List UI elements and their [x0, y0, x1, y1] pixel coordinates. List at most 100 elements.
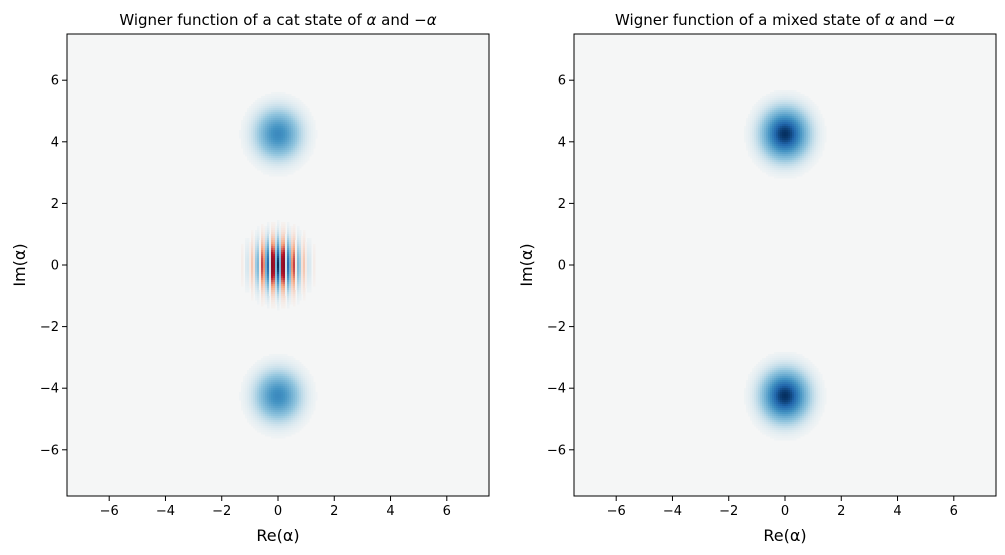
heatmap-cell: [295, 122, 298, 125]
heatmap-cell: [303, 130, 306, 133]
heatmap-cell: [265, 296, 268, 299]
heatmap-cell: [251, 240, 254, 243]
heatmap-cell: [267, 120, 270, 123]
heatmap-cell: [275, 146, 278, 149]
heatmap-cell: [808, 122, 811, 125]
heatmap-cell: [273, 100, 276, 103]
heatmap-cell: [293, 106, 296, 109]
heatmap-cell: [255, 412, 258, 415]
heatmap-cell: [251, 282, 254, 285]
heatmap-cell: [259, 156, 262, 159]
heatmap-cell: [257, 278, 260, 281]
heatmap-cell: [289, 292, 292, 295]
heatmap-cell: [263, 102, 266, 105]
heatmap-cell: [265, 270, 268, 273]
heatmap-cell: [249, 412, 252, 415]
heatmap-cell: [255, 264, 258, 267]
heatmap-cell: [253, 396, 256, 399]
heatmap-cell: [285, 294, 288, 297]
heatmap-cell: [295, 272, 298, 275]
heatmap-cell: [313, 252, 316, 255]
heatmap-cell: [245, 290, 248, 293]
heatmap-cell: [283, 374, 286, 377]
heatmap-cell: [261, 262, 264, 265]
heatmap-cell: [283, 128, 286, 131]
heatmap-cell: [261, 422, 264, 425]
heatmap-cell: [273, 376, 276, 379]
heatmap-cell: [257, 154, 260, 157]
heatmap-cell: [297, 370, 300, 373]
heatmap-cell: [261, 386, 264, 389]
heatmap-cell: [788, 132, 791, 135]
heatmap-cell: [756, 156, 759, 159]
heatmap-cell: [305, 392, 308, 395]
heatmap-cell: [297, 232, 300, 235]
heatmap-cell: [796, 122, 799, 125]
heatmap-cell: [311, 392, 314, 395]
heatmap-cell: [273, 236, 276, 239]
heatmap-cell: [301, 144, 304, 147]
heatmap-cell: [307, 386, 310, 389]
heatmap-cell: [283, 294, 286, 297]
heatmap-cell: [289, 242, 292, 245]
heatmap-cell: [283, 146, 286, 149]
heatmap-cell: [255, 424, 258, 427]
heatmap-cell: [243, 124, 246, 127]
heatmap-cell: [275, 390, 278, 393]
heatmap-cell: [295, 416, 298, 419]
heatmap-cell: [311, 384, 314, 387]
heatmap-cell: [289, 378, 292, 381]
heatmap-cell: [301, 242, 304, 245]
heatmap-cell: [810, 102, 813, 105]
heatmap-cell: [277, 222, 280, 225]
heatmap-cell: [263, 362, 266, 365]
heatmap-cell: [267, 418, 270, 421]
heatmap-cell: [265, 386, 268, 389]
heatmap-cell: [776, 120, 779, 123]
heatmap-cell: [287, 244, 290, 247]
heatmap-cell: [253, 264, 256, 267]
heatmap-cell: [279, 226, 282, 229]
heatmap-cell: [754, 114, 757, 117]
heatmap-cell: [295, 138, 298, 141]
heatmap-cell: [273, 422, 276, 425]
heatmap-cell: [804, 122, 807, 125]
heatmap-cell: [766, 116, 769, 119]
heatmap-cell: [265, 432, 268, 435]
heatmap-cell: [778, 160, 781, 163]
heatmap-cell: [295, 366, 298, 369]
heatmap-cell: [247, 280, 250, 283]
heatmap-cell: [301, 382, 304, 385]
heatmap-cell: [279, 140, 282, 143]
heatmap-cell: [269, 368, 272, 371]
heatmap-cell: [285, 374, 288, 377]
heatmap-cell: [782, 118, 785, 121]
heatmap-cell: [792, 100, 795, 103]
heatmap-cell: [273, 158, 276, 161]
heatmap-cell: [291, 396, 294, 399]
heatmap-cell: [265, 260, 268, 263]
heatmap-cell: [309, 246, 312, 249]
heatmap-cell: [261, 278, 264, 281]
heatmap-cell: [265, 294, 268, 297]
heatmap-cell: [269, 294, 272, 297]
heatmap-cell: [283, 94, 286, 97]
heatmap-cell: [776, 102, 779, 105]
heatmap-cell: [273, 148, 276, 151]
heatmap-cell: [259, 426, 262, 429]
heatmap-cell: [301, 148, 304, 151]
heatmap-cell: [253, 260, 256, 263]
heatmap-cell: [257, 158, 260, 161]
heatmap-cell: [261, 280, 264, 283]
heatmap-cell: [257, 288, 260, 291]
heatmap-cell: [303, 116, 306, 119]
heatmap-cell: [289, 394, 292, 397]
heatmap-cell: [307, 252, 310, 255]
heatmap-cell: [253, 392, 256, 395]
heatmap-cell: [279, 122, 282, 125]
heatmap-cell: [762, 110, 765, 113]
heatmap-cell: [285, 94, 288, 97]
heatmap-cell: [822, 134, 825, 137]
heatmap-cell: [279, 354, 282, 357]
heatmap-cell: [245, 378, 248, 381]
